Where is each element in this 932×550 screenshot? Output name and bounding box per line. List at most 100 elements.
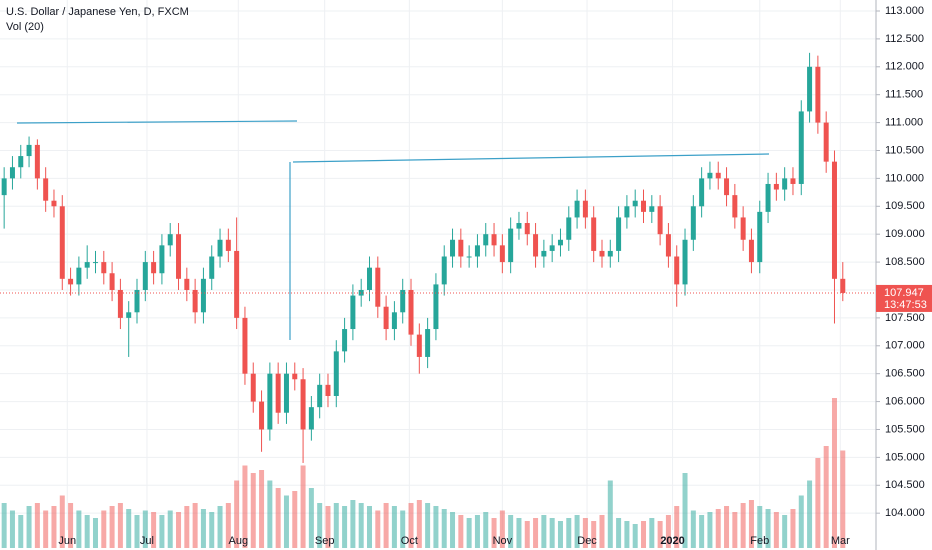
volume-bar xyxy=(292,491,298,548)
last-price-label: 107.947 xyxy=(884,287,924,299)
x-tick-label: Sep xyxy=(315,535,335,547)
candle-body xyxy=(541,250,547,257)
volume-bar xyxy=(1,503,7,548)
y-tick-label: 106.500 xyxy=(885,368,925,380)
volume-bar xyxy=(516,518,522,548)
candle-body xyxy=(209,256,215,279)
candle-body xyxy=(26,144,32,157)
y-tick-label: 106.000 xyxy=(885,395,925,407)
candle-body xyxy=(790,178,796,184)
candle-body xyxy=(217,239,223,257)
volume-bar xyxy=(591,521,597,548)
candle-body xyxy=(524,223,530,235)
candle-body xyxy=(707,172,713,179)
candle-body xyxy=(624,206,630,218)
volume-pane xyxy=(1,398,846,548)
trend-line xyxy=(16,120,298,124)
candle-body xyxy=(557,239,563,246)
y-tick-label: 107.000 xyxy=(885,340,925,352)
candle-body xyxy=(408,289,414,335)
candle-body xyxy=(740,217,746,240)
y-tick-label: 112.500 xyxy=(885,33,924,45)
candle-body xyxy=(325,384,331,396)
volume-bar xyxy=(807,480,813,548)
y-tick-label: 111.500 xyxy=(885,89,923,101)
volume-bar xyxy=(831,398,837,548)
countdown-label: 13:47:53 xyxy=(884,299,927,311)
x-tick-label: Jul xyxy=(140,535,154,547)
candle-body xyxy=(425,329,431,357)
candle-body xyxy=(68,278,74,285)
y-tick-label: 108.500 xyxy=(885,256,925,268)
trend-line xyxy=(292,153,770,163)
candle-body xyxy=(607,250,613,257)
volume-bar xyxy=(566,518,572,548)
volume-bar xyxy=(599,515,605,548)
candle-body xyxy=(159,245,165,274)
candle-body xyxy=(674,256,680,285)
volume-bar xyxy=(474,515,480,548)
volume-bar xyxy=(798,495,804,548)
volume-bar xyxy=(724,506,730,548)
volume-bar xyxy=(267,480,273,548)
y-tick-label: 109.000 xyxy=(885,228,925,240)
candle-body xyxy=(34,144,40,179)
volume-bar xyxy=(142,510,148,548)
candle-body xyxy=(765,183,771,212)
x-tick-label: Oct xyxy=(401,535,418,547)
candle-body xyxy=(533,234,539,257)
candle-body xyxy=(142,262,148,290)
candle-body xyxy=(508,228,514,263)
x-tick-label: Nov xyxy=(493,535,513,547)
candle-body xyxy=(549,245,555,251)
candle-body xyxy=(184,278,190,290)
volume-bar xyxy=(101,510,107,548)
candle-body xyxy=(358,289,364,296)
volume-bar xyxy=(325,506,331,548)
candle-body xyxy=(333,351,339,396)
candle-body xyxy=(574,200,580,218)
volume-bar xyxy=(483,512,489,548)
candle-body xyxy=(782,178,788,190)
volume-bar xyxy=(159,515,165,548)
candle-body xyxy=(450,239,456,257)
candle-body xyxy=(657,206,663,235)
candle-body xyxy=(823,122,829,162)
volume-bar xyxy=(582,518,588,548)
volume-bar xyxy=(441,509,447,548)
candle-body xyxy=(724,178,730,196)
candle-body xyxy=(134,289,140,313)
candle-body xyxy=(732,195,738,218)
volume-bar xyxy=(209,512,215,548)
candle-body xyxy=(474,245,480,257)
candle-body xyxy=(200,278,206,313)
candle-body xyxy=(109,273,115,290)
y-tick-label: 110.500 xyxy=(885,144,924,156)
candle-body xyxy=(516,223,522,229)
candle-body xyxy=(117,289,123,318)
volume-bar xyxy=(26,506,32,548)
candle-body xyxy=(632,200,638,207)
candle-body xyxy=(798,111,804,184)
volume-bar xyxy=(607,480,613,548)
volume-bar xyxy=(699,515,705,548)
candle-body xyxy=(690,206,696,240)
volume-bar xyxy=(9,510,15,548)
volume-bar xyxy=(574,515,580,548)
x-tick-label: Mar xyxy=(831,535,850,547)
volume-bar xyxy=(458,515,464,548)
candle-body xyxy=(242,317,248,374)
candle-body xyxy=(267,373,273,430)
candle-body xyxy=(176,234,182,279)
candle-body xyxy=(342,329,348,352)
volume-bar xyxy=(557,521,563,548)
volume-bar xyxy=(43,510,49,548)
volume-bar xyxy=(192,503,198,548)
volume-bar xyxy=(92,518,98,548)
volume-bar xyxy=(466,518,472,548)
volume-bar xyxy=(408,503,414,548)
candle-body xyxy=(665,234,671,257)
volume-bar xyxy=(632,524,638,548)
candle-body xyxy=(400,289,406,313)
